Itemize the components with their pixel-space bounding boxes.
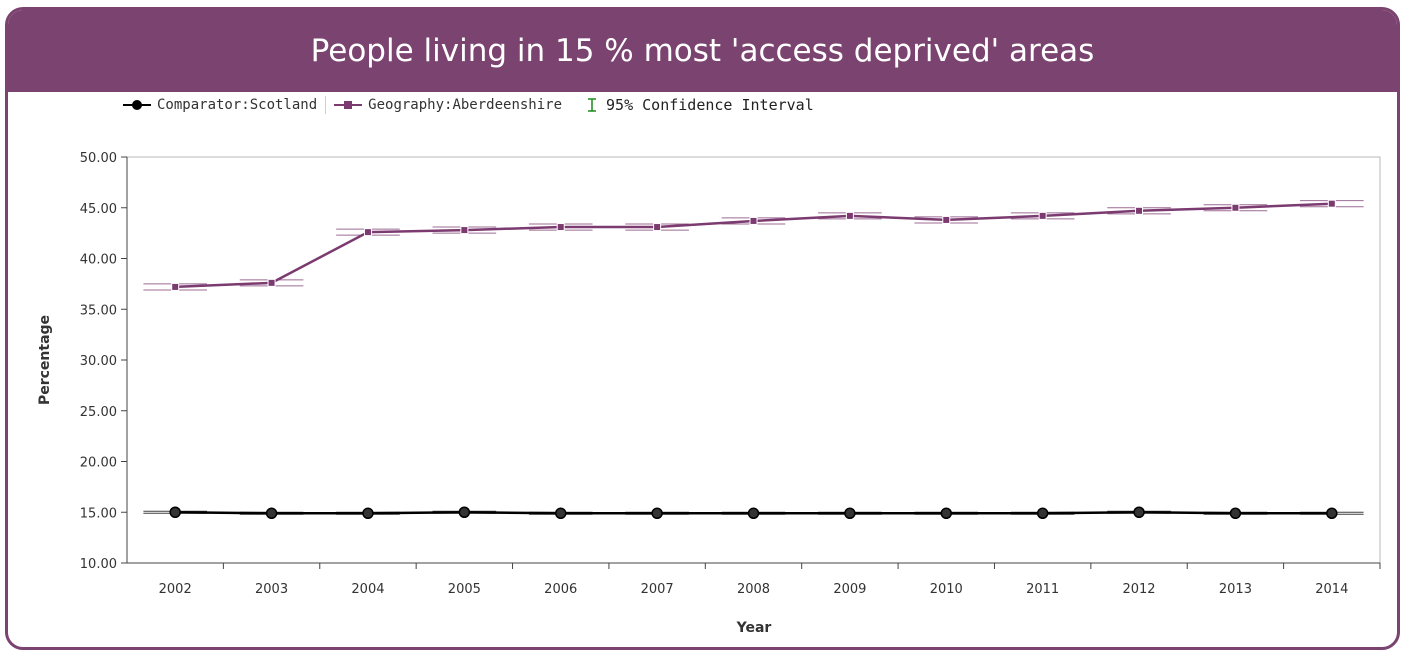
y-tick-label: 30.00 [80, 354, 117, 369]
chart-panel: People living in 15 % most 'access depri… [5, 7, 1400, 650]
data-point [940, 507, 953, 520]
data-point [1326, 507, 1338, 520]
data-point [651, 507, 663, 520]
data-point [554, 507, 567, 520]
y-tick-label: 25.00 [80, 405, 117, 420]
x-tick-label: 2007 [641, 582, 674, 597]
square-marker-icon [334, 101, 363, 109]
x-tick-label: 2006 [544, 582, 577, 597]
legend-label-aberdeenshire: Geography:Aberdeenshire [368, 97, 563, 113]
data-point [556, 223, 565, 232]
y-axis-label: Percentage [37, 315, 53, 405]
data-point [1231, 203, 1240, 212]
x-tick-label: 2008 [737, 582, 770, 597]
data-point [1327, 199, 1336, 208]
x-tick-label: 2005 [448, 582, 481, 597]
y-tick-label: 40.00 [80, 253, 117, 268]
chart-axes: 10.00 15.00 20.00 25.00 30.00 35.00 40.00 45.00… [80, 151, 1381, 597]
x-tick-label: 2012 [1122, 582, 1155, 597]
data-point [265, 507, 278, 520]
x-tick-label: 2004 [351, 582, 384, 597]
x-tick-label: 2010 [930, 582, 963, 597]
legend-divider [325, 96, 327, 114]
legend-label-scotland: Comparator:Scotland [157, 97, 318, 113]
chart-title: People living in 15 % most 'access depri… [310, 33, 1095, 69]
x-tick-label: 2003 [255, 582, 288, 597]
y-tick-label: 10.00 [80, 557, 117, 572]
y-tick-label: 20.00 [80, 456, 117, 471]
data-point [1038, 211, 1047, 220]
series-line [175, 202, 1332, 289]
legend-item-aberdeenshire[interactable]: Geography:Aberdeenshire [334, 97, 562, 113]
circle-marker-icon [123, 100, 151, 110]
data-point [267, 278, 276, 287]
data-point [171, 282, 180, 291]
data-point [844, 507, 856, 520]
y-tick-label: 15.00 [80, 506, 117, 521]
data-point [460, 226, 469, 235]
data-point [845, 211, 854, 220]
legend-label-confidence-interval: 95% Confidence Interval [606, 96, 814, 114]
data-point [749, 216, 758, 225]
confidence-intervals [143, 200, 1364, 515]
chart-legend: Comparator:Scotland Geography:Aberdeensh… [123, 96, 822, 114]
y-tick-label: 50.00 [80, 151, 117, 166]
data-point [458, 506, 471, 518]
error-bar-icon [588, 98, 597, 112]
data-point [942, 215, 951, 224]
data-point [747, 507, 760, 520]
data-point [362, 507, 374, 520]
x-tick-label: 2014 [1315, 582, 1348, 597]
data-point [1135, 206, 1144, 215]
data-point [1229, 507, 1242, 520]
data-point [653, 223, 662, 232]
y-tick-label: 45.00 [80, 202, 117, 217]
chart-series [169, 199, 1338, 520]
data-point [363, 228, 372, 237]
data-point [1036, 507, 1049, 520]
chart-header: People living in 15 % most 'access depri… [8, 10, 1397, 92]
x-axis-label: Year [736, 620, 772, 636]
x-tick-label: 2009 [833, 582, 866, 597]
data-point [1133, 506, 1145, 518]
x-tick-label: 2002 [159, 582, 192, 597]
y-tick-label: 35.00 [80, 303, 117, 318]
data-point [169, 506, 181, 518]
legend-item-scotland[interactable]: Comparator:Scotland [123, 97, 317, 113]
legend-item-confidence-interval[interactable]: 95% Confidence Interval [584, 96, 814, 114]
x-tick-label: 2013 [1219, 582, 1252, 597]
x-tick-label: 2011 [1026, 582, 1059, 597]
